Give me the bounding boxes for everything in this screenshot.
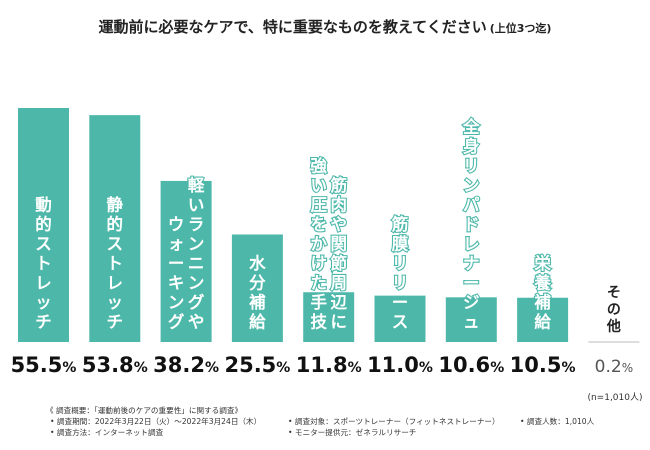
bar [231,234,283,342]
survey-period: • 調査期間：2022年3月22日（火）～2022年3月24日（木） [50,417,262,426]
survey-overview: 《 調査概要：「運動前後のケアの重要性」に関する調査》 [46,406,243,415]
bar [517,297,569,342]
bar [160,180,212,342]
survey-info-row: • 調査方法：インターネット調査 • モニター提供元：ゼネラルリサーチ [46,427,646,438]
value-label: 10.6% [438,353,504,377]
category-label: 静的ストレッチ [107,195,124,332]
category-label: 栄養補給 [533,253,551,332]
chart-title-text: 運動前に必要なケアで、特に重要なものを教えてください [98,18,487,36]
survey-provider: • モニター提供元：ゼネラルリサーチ [288,428,417,437]
value-label: 25.5% [224,353,290,377]
survey-info-row: 《 調査概要：「運動前後のケアの重要性」に関する調査》 [46,405,646,416]
value-label: 11.0% [367,353,433,377]
category-label: 全身リンパドレナージュ [462,117,480,332]
survey-count: • 調査人数：1,010人 [520,417,595,426]
category-label: 筋膜リリース [391,214,409,332]
survey-info: 《 調査概要：「運動前後のケアの重要性」に関する調査》 • 調査期間：2022年… [46,405,646,438]
value-label: 38.2% [153,353,219,377]
value-label: 53.8% [82,353,148,377]
bar [445,297,497,342]
bar [18,107,69,342]
survey-target: • 調査対象：スポーツトレーナー（フィットネストレーナー） [288,417,500,426]
category-label: 水分補給 [248,253,266,332]
value-label: 55.5% [11,353,77,377]
bar [89,115,141,342]
value-label: 11.8% [296,353,362,377]
category-label: その他 [606,285,621,335]
sample-size: (n=1,010人) [587,393,643,403]
bar [374,295,426,342]
value-label: 10.5% [510,353,576,377]
category-label: 強い圧をかけた手技 [310,156,327,332]
category-label: 軽いランニングや [188,175,205,332]
value-label: 0.2% [595,357,633,377]
chart-title-note: (上位3つ迄) [489,22,552,35]
category-label: ウォーキング [168,215,185,332]
category-label: 動的ストレッチ [35,195,52,332]
bar [303,292,355,342]
survey-method: • 調査方法：インターネット調査 [50,428,164,437]
category-label: 筋肉や関節周辺に [329,175,347,332]
survey-info-row: • 調査期間：2022年3月22日（火）～2022年3月24日（木） • 調査対… [46,416,646,427]
chart-title: 運動前に必要なケアで、特に重要なものを教えてください (上位3つ迄) [0,16,650,37]
